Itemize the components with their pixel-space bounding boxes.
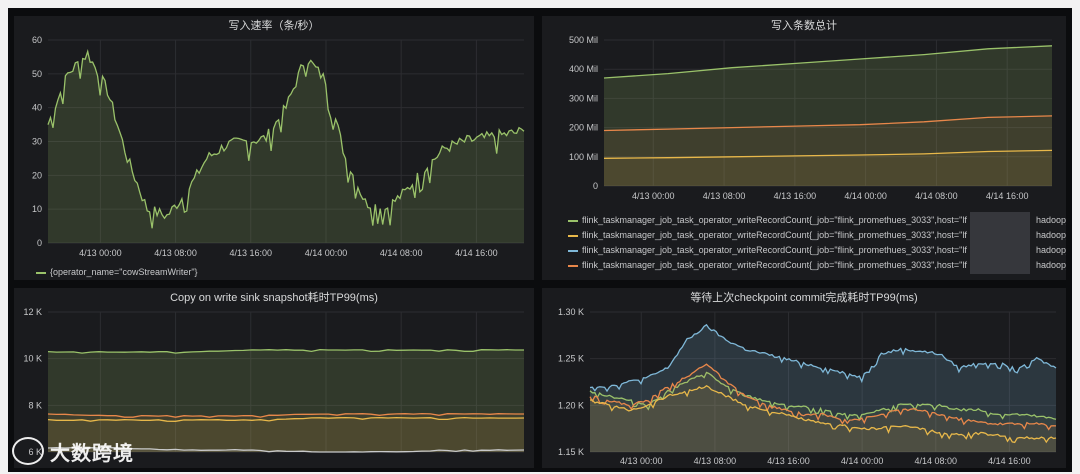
x-tick-label: 4/13 08:00 xyxy=(154,248,197,258)
y-tick-label: 300 Mil xyxy=(569,93,598,103)
x-tick-label: 4/13 08:00 xyxy=(703,191,746,201)
x-tick-label: 4/13 16:00 xyxy=(230,248,273,258)
series-line xyxy=(47,416,525,422)
x-tick-label: 4/14 00:00 xyxy=(844,191,887,201)
legend-swatch xyxy=(568,219,578,222)
x-tick-label: 4/14 00:00 xyxy=(841,456,884,466)
series-area xyxy=(48,417,524,452)
y-tick-label: 60 xyxy=(32,35,42,45)
panel-write-total[interactable]: 写入条数总计 500 Mil 400 Mil 300 Mil 200 Mil 100 M… xyxy=(542,16,1066,280)
panel-title: 写入条数总计 xyxy=(771,20,837,32)
legend-item[interactable]: flink_taskmanager_job_task_operator_writ… xyxy=(568,259,1066,271)
series-area xyxy=(48,413,524,452)
panel-write-rate[interactable]: 写入速率（条/秒） 60 50 40 30 20 10 0 4/13 00:00 4/13 08… xyxy=(14,16,534,280)
series-line xyxy=(589,385,1057,444)
y-tick-label: 100 Mil xyxy=(569,152,598,162)
y-tick-label: 12 K xyxy=(23,307,42,317)
panel-snapshot-tp99[interactable]: Copy on write sink snapshot耗时TP99(ms) 12… xyxy=(14,288,534,468)
x-tick-label: 4/14 16:00 xyxy=(455,248,498,258)
series-area xyxy=(590,385,1056,452)
panel-title: Copy on write sink snapshot耗时TP99(ms) xyxy=(170,292,378,304)
legend-swatch xyxy=(568,234,578,237)
legend-label-tail: hadoop_lo xyxy=(1036,245,1066,255)
y-tick-label: 1.30 K xyxy=(558,307,584,317)
series-line xyxy=(47,446,525,453)
panel-title: 写入速率（条/秒） xyxy=(228,20,320,32)
x-tick-label: 4/14 08:00 xyxy=(914,456,957,466)
series-area xyxy=(48,447,524,452)
chart-write-total: 500 Mil 400 Mil 300 Mil 200 Mil 100 Mil 0 4/13… xyxy=(569,35,1053,201)
legend-item[interactable]: flink_taskmanager_job_task_operator_writ… xyxy=(568,229,1066,241)
y-tick-label: 400 Mil xyxy=(569,64,598,74)
watermark-text: 大数跨境 xyxy=(50,440,134,465)
legend-label: {operator_name="cowStreamWriter"} xyxy=(50,267,198,277)
y-tick-label: 500 Mil xyxy=(569,35,598,45)
series-area xyxy=(590,324,1056,452)
x-tick-label: 4/13 16:00 xyxy=(774,191,817,201)
chart-checkpoint-tp99: 1.30 K 1.25 K 1.20 K 1.15 K 4/13 00:00 4/13 0… xyxy=(558,307,1057,466)
series-area xyxy=(48,349,524,452)
y-tick-label: 1.25 K xyxy=(558,354,584,364)
series-line xyxy=(589,371,1057,421)
y-tick-label: 30 xyxy=(32,137,42,147)
y-tick-label: 0 xyxy=(37,238,42,248)
series-area xyxy=(604,45,1052,186)
legend-label: flink_taskmanager_job_task_operator_writ… xyxy=(582,260,967,270)
legend-swatch xyxy=(568,249,578,252)
x-tick-label: 4/14 08:00 xyxy=(380,248,423,258)
panel-title: 等待上次checkpoint commit完成耗时TP99(ms) xyxy=(690,292,918,304)
legend-swatch xyxy=(568,264,578,267)
series-line xyxy=(603,149,1053,159)
redacted-host xyxy=(970,212,1030,274)
x-tick-label: 4/14 08:00 xyxy=(915,191,958,201)
legend-item[interactable]: flink_taskmanager_job_task_operator_writ… xyxy=(568,244,1066,256)
y-tick-label: 1.15 K xyxy=(558,447,584,457)
series-line xyxy=(603,115,1053,132)
legend-label-tail: hadoop_lo xyxy=(1036,260,1066,270)
legend-item[interactable]: {operator_name="cowStreamWriter"} xyxy=(36,266,198,278)
y-tick-label: 50 xyxy=(32,69,42,79)
series-line xyxy=(47,49,525,229)
y-tick-label: 0 xyxy=(593,181,598,191)
x-tick-label: 4/13 00:00 xyxy=(79,248,122,258)
y-tick-label: 10 K xyxy=(23,354,42,364)
legend-label: flink_taskmanager_job_task_operator_writ… xyxy=(582,215,967,225)
y-tick-label: 1.20 K xyxy=(558,400,584,410)
watermark: 大数跨境 xyxy=(12,434,134,468)
dashboard: 写入速率（条/秒） 60 50 40 30 20 10 0 4/13 00:00 4/13 08… xyxy=(8,8,1072,472)
y-tick-label: 20 xyxy=(32,170,42,180)
legend-label: flink_taskmanager_job_task_operator_writ… xyxy=(582,245,967,255)
series-area xyxy=(48,51,524,243)
y-tick-label: 200 Mil xyxy=(569,123,598,133)
chart-write-rate: 60 50 40 30 20 10 0 4/13 00:00 4/13 08:00 4/13 16… xyxy=(32,35,525,258)
x-tick-label: 4/13 08:00 xyxy=(694,456,737,466)
x-tick-label: 4/13 00:00 xyxy=(632,191,675,201)
y-tick-label: 10 xyxy=(32,204,42,214)
y-tick-label: 8 K xyxy=(28,400,42,410)
x-tick-label: 4/13 00:00 xyxy=(620,456,663,466)
series-area xyxy=(604,115,1052,186)
y-tick-label: 40 xyxy=(32,103,42,113)
series-area xyxy=(604,150,1052,186)
x-tick-label: 4/14 00:00 xyxy=(305,248,348,258)
x-tick-label: 4/14 16:00 xyxy=(986,191,1029,201)
legend-item[interactable]: flink_taskmanager_job_task_operator_writ… xyxy=(568,214,1066,226)
panel-checkpoint-tp99[interactable]: 等待上次checkpoint commit完成耗时TP99(ms) 1.30 K… xyxy=(542,288,1066,468)
legend-swatch xyxy=(36,271,46,274)
series-line xyxy=(47,348,524,354)
watermark-logo-icon xyxy=(12,437,44,465)
chart-snapshot-tp99: 12 K10 K8 K6 K xyxy=(23,307,525,457)
legend-label: flink_taskmanager_job_task_operator_writ… xyxy=(582,230,967,240)
legend-label-tail: hadoop_lo xyxy=(1036,230,1066,240)
series-line xyxy=(603,45,1053,79)
legend-label-tail: hadoop_lo xyxy=(1036,215,1066,225)
x-tick-label: 4/13 16:00 xyxy=(767,456,810,466)
series-line xyxy=(47,412,524,418)
x-tick-label: 4/14 16:00 xyxy=(988,456,1031,466)
series-line xyxy=(589,363,1057,431)
series-line xyxy=(589,323,1057,393)
